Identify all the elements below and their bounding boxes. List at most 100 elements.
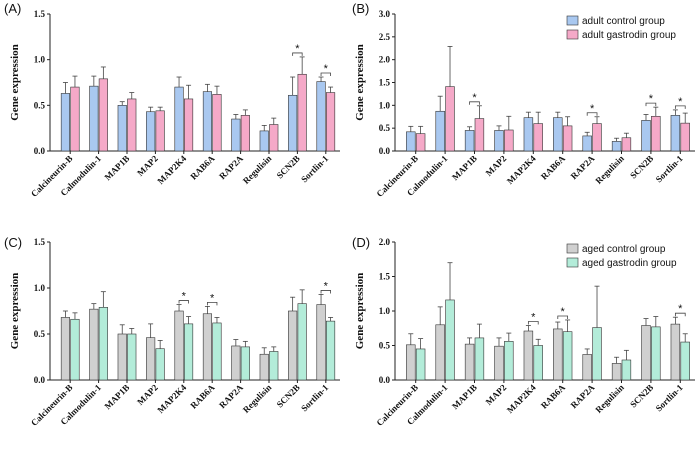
- significance-bracket: [207, 302, 218, 306]
- legend-entry: aged gastrodin group: [582, 258, 677, 269]
- x-tick-label: MAP1B: [102, 382, 131, 411]
- bar-gastrodin: [474, 337, 485, 381]
- y-tick-label: 0.0: [34, 375, 46, 385]
- x-tick-label: Regulisin: [593, 153, 626, 186]
- y-tick-label: 0.0: [379, 146, 391, 156]
- significance-bracket: [527, 321, 539, 325]
- y-tick-label: 0.5: [379, 123, 391, 133]
- x-tick-label: MAP2K4: [505, 382, 538, 415]
- x-tick-label: MAP2: [135, 382, 160, 407]
- x-tick-label: Sortlin-1: [299, 382, 330, 413]
- bar-control: [259, 130, 269, 152]
- significance-star: *: [531, 311, 536, 323]
- bar-control: [611, 141, 622, 152]
- bar-control: [60, 317, 71, 381]
- y-tick-label: 1.0: [379, 306, 391, 316]
- bar-gastrodin: [297, 303, 307, 381]
- significance-star: *: [324, 63, 329, 75]
- significance-bracket: [557, 315, 569, 319]
- bar-control: [553, 117, 563, 152]
- x-tick-label: Sortlin-1: [654, 382, 685, 413]
- x-tick-label: SCN2B: [628, 382, 655, 409]
- significance-star: *: [649, 93, 654, 105]
- bar-control: [89, 85, 99, 152]
- significance-bracket: [645, 102, 657, 107]
- bar-gastrodin: [474, 118, 485, 152]
- y-tick-label: 1.0: [34, 283, 46, 293]
- significance-star: *: [561, 306, 566, 318]
- bar-control: [611, 363, 622, 381]
- x-tick-label: Sortlin-1: [654, 153, 685, 184]
- y-tick-label: 0.5: [379, 341, 391, 351]
- bar-control: [146, 337, 156, 381]
- bar-gastrodin: [127, 333, 137, 381]
- y-axis-label: Gene expression: [354, 273, 366, 350]
- bar-control: [435, 110, 445, 152]
- bar-gastrodin: [155, 348, 165, 381]
- significance-bracket: [469, 101, 480, 105]
- significance-star: *: [678, 96, 683, 108]
- bar-control: [435, 324, 445, 381]
- significance-star: *: [472, 92, 477, 104]
- significance-star: *: [210, 292, 215, 304]
- bar-gastrodin: [127, 98, 137, 152]
- bar-control: [117, 105, 127, 152]
- significance-star: *: [590, 103, 595, 115]
- bar-gastrodin: [269, 124, 279, 152]
- significance-bracket: [674, 312, 686, 317]
- chart-panel-4: (D)Gene expression0.00.51.01.52.0Calcine…: [352, 235, 695, 428]
- bar-control: [641, 120, 651, 152]
- y-tick-label: 1.5: [34, 9, 46, 19]
- significance-star: *: [324, 280, 329, 292]
- significance-star: *: [295, 43, 300, 55]
- panel-label: (C): [4, 235, 22, 250]
- chart-panel-1: (A)Gene expression0.00.51.01.5Calcineuri…: [4, 1, 340, 199]
- y-tick-label: 1.0: [379, 100, 391, 110]
- chart-panel-3: (C)Gene expression0.00.51.01.5Calcineuri…: [4, 235, 340, 428]
- bar-gastrodin: [240, 346, 250, 381]
- x-tick-label: MAP1B: [450, 382, 479, 411]
- y-axis-label: Gene expression: [9, 273, 21, 350]
- bar-control: [582, 135, 592, 152]
- bar-control: [259, 353, 269, 381]
- bar-gastrodin: [592, 327, 602, 381]
- bar-control: [231, 118, 241, 152]
- legend-swatch: [566, 243, 579, 254]
- chart-panel-2: (B)Gene expression0.00.51.01.52.02.53.0C…: [352, 1, 695, 199]
- x-tick-label: RAP2A: [569, 382, 597, 410]
- bar-gastrodin: [651, 326, 661, 381]
- significance-bracket: [586, 112, 598, 116]
- bar-gastrodin: [504, 129, 514, 152]
- bar-control: [553, 328, 563, 381]
- significance-bracket: [292, 52, 303, 56]
- bar-control: [494, 130, 504, 152]
- x-tick-label: MAP2: [484, 382, 509, 407]
- panel-label: (D): [352, 235, 370, 250]
- panel-label: (B): [352, 1, 369, 16]
- legend-swatch: [566, 257, 579, 268]
- significance-bracket: [320, 290, 331, 294]
- bar-gastrodin: [562, 331, 573, 381]
- bar-control: [202, 313, 212, 381]
- x-tick-label: RAB6A: [188, 382, 217, 411]
- y-tick-label: 0.5: [34, 329, 46, 339]
- x-tick-label: Regulisin: [241, 382, 274, 415]
- bar-gastrodin: [562, 125, 573, 152]
- bar-gastrodin: [415, 133, 426, 152]
- bar-gastrodin: [415, 348, 426, 381]
- significance-bracket: [674, 105, 686, 109]
- y-tick-label: 1.0: [34, 55, 46, 65]
- legend-entry: aged control group: [582, 244, 666, 255]
- y-tick-label: 3.0: [379, 9, 391, 19]
- x-tick-label: SCN2B: [628, 153, 655, 180]
- bar-control: [202, 91, 212, 152]
- bar-control: [670, 323, 681, 381]
- bar-control: [406, 344, 416, 381]
- legend-swatch: [566, 15, 579, 26]
- x-tick-label: RAP2A: [217, 153, 245, 181]
- bar-control: [670, 115, 681, 152]
- significance-bracket: [178, 300, 189, 304]
- bar-gastrodin: [70, 86, 80, 152]
- y-tick-label: 0.0: [379, 375, 391, 385]
